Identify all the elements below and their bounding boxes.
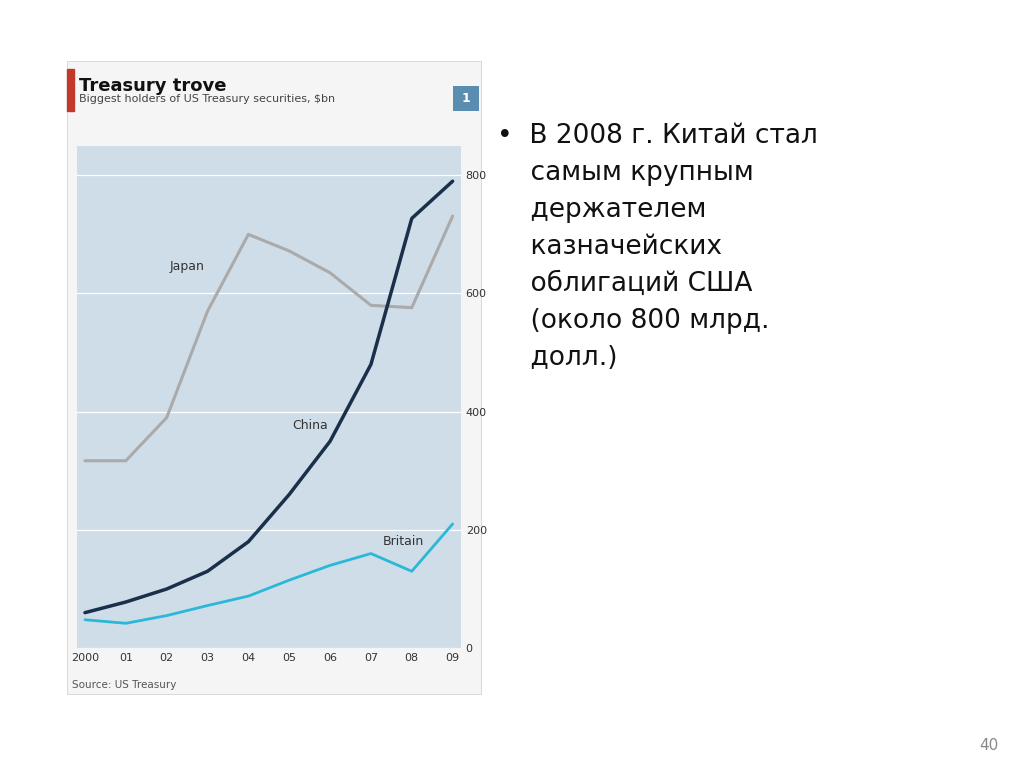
Text: Japan: Japan [170,260,205,273]
Text: 1: 1 [462,92,470,105]
Text: China: China [292,420,328,433]
Text: Source: US Treasury: Source: US Treasury [72,680,176,690]
Text: Britain: Britain [383,535,424,548]
Text: 40: 40 [979,738,998,753]
Text: •  В 2008 г. Китай стал
    самым крупным
    держателем
    казначейских
    об: • В 2008 г. Китай стал самым крупным дер… [497,123,817,370]
Text: Biggest holders of US Treasury securities, $bn: Biggest holders of US Treasury securitie… [79,94,335,104]
Text: Treasury trove: Treasury trove [79,77,226,94]
